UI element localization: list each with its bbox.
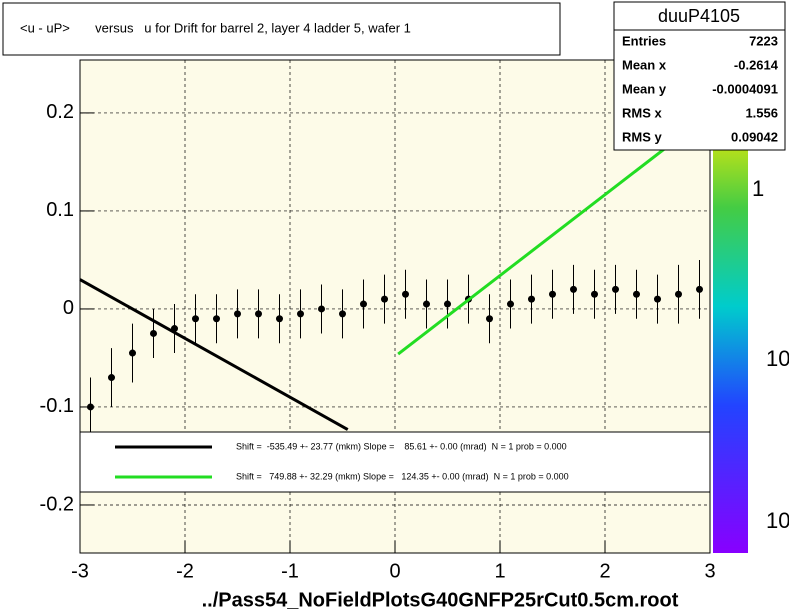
stats-label: Mean y [622,81,667,96]
profile-point [318,305,325,313]
stats-label: Entries [622,33,666,48]
x-tick-label: -1 [281,560,299,582]
y-tick-label: -0.1 [40,395,74,417]
profile-point [591,290,598,298]
stats-value: 7223 [749,33,778,48]
profile-point [570,285,577,293]
profile-point [234,310,241,318]
x-tick-label: -3 [71,560,89,582]
profile-point [276,315,283,323]
chart-title: <u - uP> versus u for Drift for barrel 2… [20,20,411,35]
profile-point [402,290,409,298]
stats-title: duuP4105 [658,6,740,26]
profile-point [549,290,556,298]
profile-point [192,315,199,323]
colorbar-label: 10 [766,346,789,371]
stats-label: RMS x [622,105,663,120]
profile-point [675,290,682,298]
footer: ../Pass54_NoFieldPlotsG40GNFP25rCut0.5cm… [202,589,679,611]
profile-point [255,310,262,318]
profile-point [444,300,451,308]
stats-label: Mean x [622,57,667,72]
profile-point [87,403,94,411]
fit-line [79,278,349,431]
stats-value: 0.09042 [731,129,778,144]
profile-point [150,329,157,337]
profile-point [633,290,640,298]
profile-point [423,300,430,308]
stats-value: 1.556 [745,105,778,120]
fit-line [397,116,706,356]
x-tick-label: 0 [389,560,400,582]
y-tick-label: 0 [63,297,74,319]
legend [79,431,711,493]
legend-label: Shift = 749.88 +- 32.29 (mkm) Slope = 12… [236,471,569,481]
colorbar-label: 10 [766,508,789,533]
profile-point [213,315,220,323]
stats-box [613,1,786,151]
x-tick-label: 2 [599,560,610,582]
profile-point [507,300,514,308]
profile-point [486,315,493,323]
y-tick-label: 0.1 [46,199,74,221]
profile-point [297,310,304,318]
profile-point [360,300,367,308]
colorbar-label: 1 [752,176,764,201]
profile-point [528,295,535,303]
stats-value: -0.0004091 [712,81,778,96]
x-tick-label: -2 [176,560,194,582]
profile-point [129,349,136,357]
y-tick-label: 0.2 [46,101,74,123]
stats-value: -0.2614 [734,57,779,72]
y-tick-label: -0.2 [40,493,74,515]
legend-label: Shift = -535.49 +- 23.77 (mkm) Slope = 8… [236,441,567,451]
profile-point [696,285,703,293]
title-box [2,2,561,56]
profile-point [612,285,619,293]
stats-label: RMS y [622,129,663,144]
x-tick-label: 3 [704,560,715,582]
profile-point [381,295,388,303]
profile-point [339,310,346,318]
x-tick-label: 1 [494,560,505,582]
profile-point [654,295,661,303]
profile-point [108,374,115,382]
